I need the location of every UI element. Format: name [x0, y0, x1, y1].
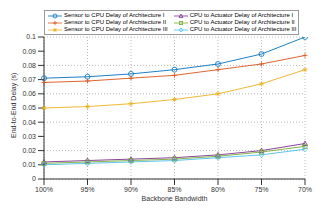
- svg-text:85%: 85%: [167, 186, 181, 193]
- svg-text:Backbone Bandwidth: Backbone Bandwidth: [142, 195, 208, 202]
- svg-text:95%: 95%: [80, 186, 94, 193]
- svg-text:0.02: 0.02: [22, 147, 36, 154]
- svg-text:0.1: 0.1: [26, 33, 36, 40]
- html-text:CPU to Actuator Delay of Archi: CPU to Actuator Delay of Architecture I: [189, 12, 294, 18]
- svg-text:0.06: 0.06: [22, 90, 36, 97]
- svg-text:End-to-End Delay (s): End-to-End Delay (s): [10, 73, 18, 138]
- svg-text:0.08: 0.08: [22, 62, 36, 69]
- html-text:Sensor to CPU Delay of Archite: Sensor to CPU Delay of Architecture III: [64, 26, 168, 32]
- svg-text:0: 0: [32, 175, 36, 182]
- html-text:CPU to Actuator Delay of Archi: CPU to Actuator Delay of Architecture II…: [189, 26, 297, 32]
- svg-text:70%: 70%: [298, 186, 312, 193]
- svg-text:100%: 100%: [35, 186, 53, 193]
- html-text:CPU to Actuator Delay of Archi: CPU to Actuator Delay of Architecture II: [189, 19, 295, 25]
- svg-text:0.03: 0.03: [22, 133, 36, 140]
- svg-text:0.07: 0.07: [22, 76, 36, 83]
- html-text:Sensor to CPU Delay of Archite: Sensor to CPU Delay of Architecture I: [64, 12, 165, 18]
- svg-text:80%: 80%: [211, 186, 225, 193]
- svg-text:0.01: 0.01: [22, 161, 36, 168]
- svg-text:0.04: 0.04: [22, 119, 36, 126]
- html-text:Sensor to CPU Delay of Archite: Sensor to CPU Delay of Architecture II: [64, 19, 166, 25]
- svg-text:90%: 90%: [124, 186, 138, 193]
- svg-text:0.05: 0.05: [22, 104, 36, 111]
- svg-text:0.09: 0.09: [22, 48, 36, 55]
- svg-text:75%: 75%: [254, 186, 268, 193]
